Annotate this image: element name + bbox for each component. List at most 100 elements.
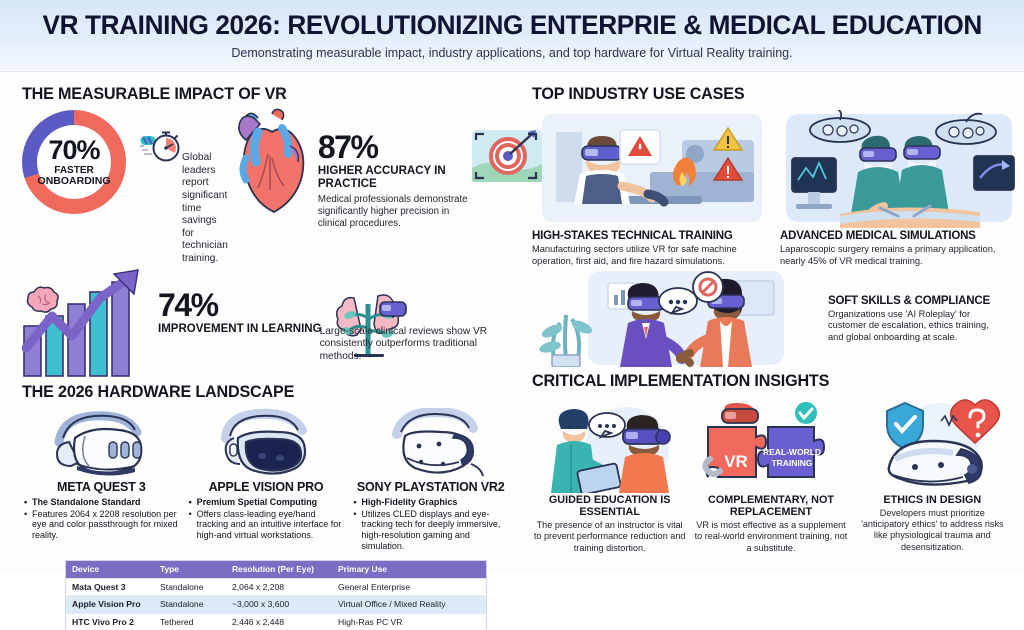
hardware-bullet: Features 2064 x 2208 resolution per eye … <box>24 509 181 541</box>
page-title: VR TRAINING 2026: REVOLUTIONIZING ENTERP… <box>42 9 982 40</box>
learning-desc: Large-scale clinical reviews show VR con… <box>319 325 488 363</box>
donut-label-line2: ONBOARDING <box>37 175 111 188</box>
usecase-soft-skills: SOFT SKILLS & COMPLIANCE Organizations u… <box>532 269 1010 368</box>
hardware-bullets: The Standalone Standard Features 2064 x … <box>22 497 181 541</box>
technical-training-illustration <box>532 110 770 228</box>
impact-heading: THE MEASURABLE IMPACT OF VR <box>22 84 287 103</box>
insight-cards: GUIDED EDUCATION IS ESSENTIAL The presen… <box>532 397 1010 554</box>
puzzle-left-label: VR <box>724 452 748 471</box>
usecase-cards: HIGH-STAKES TECHNICAL TRAINING Manufactu… <box>532 110 1015 267</box>
table-cell-device: Mata Quest 3 <box>66 577 154 596</box>
table-cell-type: Standalone <box>154 577 226 596</box>
stopwatch-desc: Global leaders report significant time s… <box>182 152 228 265</box>
hardware-cards: META QUEST 3 The Standalone Standard Fea… <box>22 407 510 553</box>
hardware-bullets: Premium Spetial Computing Offers class-l… <box>187 497 346 541</box>
apple-vision-pro-icon <box>221 408 307 475</box>
table-row: Mata Quest 3 Standalone 2,064 x 2,208 Ge… <box>66 577 486 596</box>
donut-center-text: 70% FASTER ONBOARDING <box>38 137 111 187</box>
donut-label-line1: FASTER <box>54 165 94 177</box>
usecases-heading: TOP INDUSTRY USE CASES <box>532 84 745 103</box>
left-column: THE MEASURABLE IMPACT OF VR 70% FASTER O… <box>0 80 542 630</box>
table-cell-use: High-Ras PC VR <box>332 612 486 630</box>
accuracy-label: HIGHER ACCURACY IN PRACTICE <box>317 165 446 191</box>
svg-text:TRAINING: TRAINING <box>771 458 812 468</box>
page-subtitle: Demonstrating measurable impact, industr… <box>231 45 793 60</box>
table-row: Apple Vision Pro Standalone ~3,000 x 3,6… <box>66 595 486 613</box>
target-bullseye-icon <box>468 106 544 230</box>
table-col-type: Type <box>154 560 226 579</box>
learning-label: IMPROVEMENT IN LEARNING <box>158 323 322 336</box>
insight-complementary: VR REAL-WORLD TRAINING COMPLEMENTARY, NO… <box>693 397 848 554</box>
table-cell-resolution: 2,446 x 2,448 <box>226 612 332 630</box>
learning-value: 74% <box>158 286 219 323</box>
svg-text:REAL-WORLD: REAL-WORLD <box>763 447 821 457</box>
hardware-bullet: Premium Spetial Computing <box>189 497 346 508</box>
usecase-title: ADVANCED MEDICAL SIMULATIONS <box>780 230 976 242</box>
table-cell-use: General Enterprise <box>332 577 486 596</box>
insight-title: ETHICS IN DESIGN <box>883 494 982 507</box>
hardware-comparison-table: Device Type Resolution (Per Eye) Primary… <box>66 560 486 630</box>
right-column: TOP INDUSTRY USE CASES <box>520 80 1024 630</box>
growth-chart-icon <box>22 264 154 380</box>
hardware-bullet: Offers class-leading eye/hand tracking a… <box>189 509 346 541</box>
usecase-technical-training: HIGH-STAKES TECHNICAL TRAINING Manufactu… <box>532 110 770 267</box>
table-col-resolution: Resolution (Per Eye) <box>226 560 332 579</box>
hardware-name: APPLE VISION PRO <box>208 479 324 494</box>
table-cell-device: HTC Vivo Pro 2 <box>66 612 154 630</box>
stopwatch-icon <box>140 110 182 174</box>
hardware-bullets: High-Fidelity Graphics Utilizes CLED dis… <box>351 497 510 552</box>
table-cell-resolution: ~3,000 x 3,600 <box>226 595 332 613</box>
stat-learning: 74% IMPROVEMENT IN LEARNING <box>22 264 510 380</box>
hardware-bullet: Utilizes CLED displays and eye-tracking … <box>353 509 510 552</box>
insights-heading: CRITICAL IMPLEMENTATION INSIGHTS <box>532 371 830 391</box>
insight-title: COMPLEMENTARY, NOT REPLACEMENT <box>708 494 834 519</box>
table-cell-use: Virtual Office / Mixed Reality <box>332 595 486 613</box>
hardware-card-meta-quest-3: META QUEST 3 The Standalone Standard Fea… <box>22 408 181 553</box>
usecase-desc: Manufacturing sectors utilize VR for saf… <box>532 244 737 266</box>
accuracy-desc: Medical professionals demonstrate signif… <box>317 194 468 229</box>
puzzle-illustration: VR REAL-WORLD TRAINING <box>693 397 848 493</box>
brain-tree-vr-icon <box>322 264 412 362</box>
donut-chart-wrap: 70% FASTER ONBOARDING <box>22 110 140 214</box>
ethics-illustration <box>855 397 1010 493</box>
meta-quest-3-icon <box>54 411 143 476</box>
table-cell-device: Apple Vision Pro <box>66 595 154 613</box>
usecase-desc: Laparoscopic surgery remains a primary a… <box>780 244 996 266</box>
hardware-bullet: The Standalone Standard <box>24 497 181 508</box>
hardware-card-sony-playstation-vr2: SONY PLAYSTATION VR2 High-Fidelity Graph… <box>351 407 510 553</box>
content-columns: THE MEASURABLE IMPACT OF VR 70% FASTER O… <box>0 72 1024 630</box>
soft-skills-title: SOFT SKILLS & COMPLIANCE <box>828 294 990 307</box>
usecase-title: HIGH-STAKES TECHNICAL TRAINING <box>532 230 733 242</box>
medical-simulation-illustration <box>780 110 1018 228</box>
hardware-name: META QUEST 3 <box>57 479 146 494</box>
infographic-page: VR TRAINING 2026: REVOLUTIONIZING ENTERP… <box>0 0 1024 572</box>
hardware-heading: THE 2026 HARDWARE LANDSCAPE <box>22 381 295 401</box>
stat-accuracy: 87% HIGHER ACCURACY IN PRACTICE Medical … <box>228 106 544 230</box>
table-row: HTC Vivo Pro 2 Tethered 2,446 x 2,448 Hi… <box>66 612 486 630</box>
hardware-card-apple-vision-pro: APPLE VISION PRO Premium Spetial Computi… <box>187 408 346 553</box>
insight-desc: Developers must prioritize 'anticipatory… <box>861 508 1004 552</box>
usecase-medical-simulations: ADVANCED MEDICAL SIMULATIONS Laparoscopi… <box>780 110 1018 267</box>
table-header-row: Device Type Resolution (Per Eye) Primary… <box>66 560 486 579</box>
stat-onboarding: 70% FASTER ONBOARDING <box>22 108 542 266</box>
table-col-primary-use: Primary Use <box>332 560 486 579</box>
insight-desc: The presence of an instructor is vital t… <box>533 520 686 553</box>
accuracy-value: 87% <box>317 129 379 165</box>
soft-skills-desc: Organizations use 'AI Roleplay' for cust… <box>828 308 989 342</box>
insight-desc: VR is most effective as a supplement to … <box>694 520 848 553</box>
table-col-device: Device <box>66 560 154 579</box>
table-cell-type: Tethered <box>154 612 226 630</box>
insight-guided-education: GUIDED EDUCATION IS ESSENTIAL The presen… <box>532 397 687 554</box>
soft-skills-illustration <box>532 269 822 368</box>
soft-skills-text: SOFT SKILLS & COMPLIANCE Organizations u… <box>822 293 1002 344</box>
sony-playstation-vr2-icon <box>391 407 484 477</box>
donut-chart-onboarding: 70% FASTER ONBOARDING <box>22 110 126 214</box>
page-header: VR TRAINING 2026: REVOLUTIONIZING ENTERP… <box>0 0 1024 72</box>
guided-education-illustration <box>532 397 687 494</box>
hardware-bullet: High-Fidelity Graphics <box>353 497 510 508</box>
insight-title: GUIDED EDUCATION IS ESSENTIAL <box>548 494 671 519</box>
heart-anatomy-icon <box>228 106 314 230</box>
insight-ethics: ETHICS IN DESIGN Developers must priorit… <box>855 397 1010 554</box>
table-cell-type: Standalone <box>154 595 226 613</box>
hardware-name: SONY PLAYSTATION VR2 <box>356 479 505 494</box>
